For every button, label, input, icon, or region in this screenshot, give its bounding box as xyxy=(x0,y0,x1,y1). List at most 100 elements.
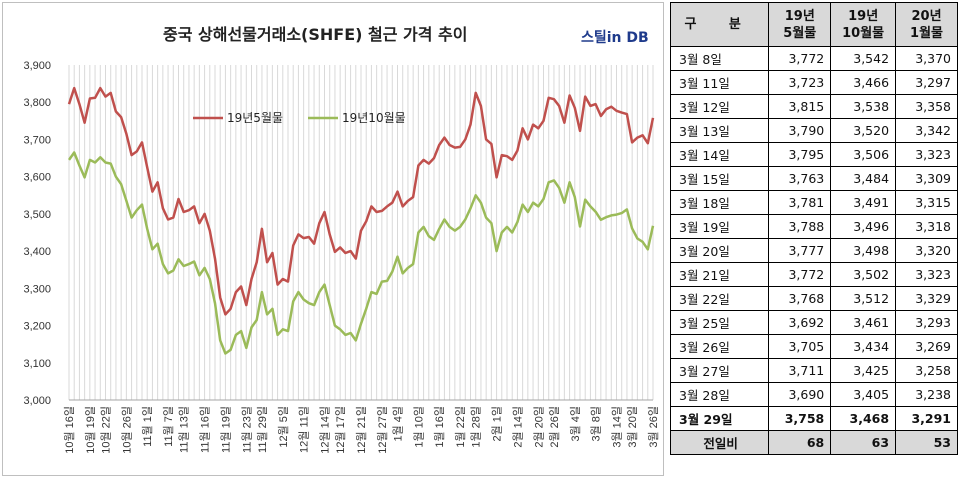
chart-title: 중국 상해선물거래소(SHFE) 철근 가격 추이 xyxy=(163,25,468,44)
brand-logo: 스틸in DB xyxy=(581,30,649,46)
x-tick-label: 11월 16일 xyxy=(198,406,212,453)
header-may19: 19년 5월물 xyxy=(768,2,832,47)
table-row: 3월 26일 3,705 3,434 3,269 xyxy=(669,334,958,359)
row-value: 3,491 xyxy=(830,190,897,215)
y-tick-label: 3,600 xyxy=(23,172,51,184)
row-value: 3,320 xyxy=(895,238,958,263)
row-date: 3월 26일 xyxy=(669,334,770,359)
row-date: 3월 19일 xyxy=(669,214,770,239)
change-value: 53 xyxy=(895,430,958,455)
x-tick-label: 1월 28일 xyxy=(469,406,483,448)
y-tick-label: 3,900 xyxy=(23,60,51,72)
row-value: 3,502 xyxy=(830,262,897,287)
row-value: 3,692 xyxy=(768,310,832,335)
row-value: 3,484 xyxy=(830,166,897,191)
change-row: 전일비 68 63 53 xyxy=(669,430,958,455)
row-value: 3,788 xyxy=(768,214,832,239)
row-value: 3,705 xyxy=(768,334,832,359)
legend-label: 19년10월물 xyxy=(342,111,406,125)
row-date: 3월 13일 xyxy=(669,118,770,143)
row-date: 3월 12일 xyxy=(669,94,770,119)
x-tick-label: 12월 27일 xyxy=(375,406,389,454)
table-row: 3월 14일 3,795 3,506 3,323 xyxy=(669,142,958,167)
row-value: 3,496 xyxy=(830,214,897,239)
change-value: 68 xyxy=(768,430,832,455)
row-date: 3월 8일 xyxy=(669,46,770,71)
chart-panel: 중국 상해선물거래소(SHFE) 철근 가격 추이 스틸in DB 3,000 3… xyxy=(2,2,664,476)
change-label: 전일비 xyxy=(669,430,770,455)
row-date: 3월 25일 xyxy=(669,310,770,335)
row-value: 3,768 xyxy=(768,286,832,311)
row-value: 3,468 xyxy=(830,406,897,431)
row-value: 3,795 xyxy=(768,142,832,167)
x-tick-label: 11월 7일 xyxy=(161,406,175,447)
x-tick-label: 12월 11일 xyxy=(297,406,311,453)
row-value: 3,238 xyxy=(895,382,958,407)
row-value: 3,258 xyxy=(895,358,958,383)
y-tick-label: 3,500 xyxy=(23,209,51,221)
row-value: 3,690 xyxy=(768,382,832,407)
header-oct19: 19년 10월물 xyxy=(830,2,897,47)
x-tick-label: 1월 16일 xyxy=(432,406,446,448)
x-tick-label: 10월 19일 xyxy=(83,406,97,454)
row-date: 3월 11일 xyxy=(669,70,770,95)
table-row: 3월 19일 3,788 3,496 3,318 xyxy=(669,214,958,239)
row-value: 3,538 xyxy=(830,94,897,119)
x-tick-label: 3월 26일 xyxy=(646,406,660,448)
x-tick-label: 2월 14일 xyxy=(510,406,524,448)
row-date: 3월 27일 xyxy=(669,358,770,383)
table-row: 3월 22일 3,768 3,512 3,329 xyxy=(669,286,958,311)
row-value: 3,342 xyxy=(895,118,958,143)
x-tick-label: 1월 22일 xyxy=(453,406,467,448)
row-value: 3,434 xyxy=(830,334,897,359)
row-value: 3,772 xyxy=(768,262,832,287)
y-tick-label: 3,400 xyxy=(23,246,51,258)
table-header-row: 구 분 19년 5월물 19년 10월물 20년 1월물 xyxy=(669,2,958,47)
row-value: 3,763 xyxy=(768,166,832,191)
x-tick-label: 12월 17일 xyxy=(333,406,347,454)
x-tick-label: 2월 20일 xyxy=(531,406,545,448)
row-value: 3,781 xyxy=(768,190,832,215)
row-date: 3월 18일 xyxy=(669,190,770,215)
row-date: 3월 15일 xyxy=(669,166,770,191)
row-value: 3,790 xyxy=(768,118,832,143)
row-value: 3,723 xyxy=(768,70,832,95)
row-value: 3,329 xyxy=(895,286,958,311)
row-value: 3,293 xyxy=(895,310,958,335)
row-value: 3,425 xyxy=(830,358,897,383)
row-value: 3,405 xyxy=(830,382,897,407)
row-date: 3월 14일 xyxy=(669,142,770,167)
series-line xyxy=(67,151,655,355)
y-tick-label: 3,200 xyxy=(23,321,51,333)
table-row: 3월 28일 3,690 3,405 3,238 xyxy=(669,382,958,407)
x-tick-label: 11월 1일 xyxy=(140,406,154,447)
x-tick-label: 3월 20일 xyxy=(625,406,639,448)
row-value: 3,370 xyxy=(895,46,958,71)
row-date: 3월 22일 xyxy=(669,286,770,311)
row-value: 3,506 xyxy=(830,142,897,167)
line-chart: 3,000 3,100 3,200 3,300 3,400 3,500 3,600 3,700… xyxy=(23,60,660,454)
x-tick-label: 10월 22일 xyxy=(99,406,113,454)
row-value: 3,466 xyxy=(830,70,897,95)
row-value: 3,461 xyxy=(830,310,897,335)
x-tick-label: 12월 21일 xyxy=(354,406,368,454)
row-value: 3,309 xyxy=(895,166,958,191)
x-tick-label: 2월 26일 xyxy=(547,406,561,448)
row-value: 3,323 xyxy=(895,142,958,167)
row-value: 3,520 xyxy=(830,118,897,143)
row-value: 3,318 xyxy=(895,214,958,239)
row-value: 3,498 xyxy=(830,238,897,263)
row-value: 3,323 xyxy=(895,262,958,287)
table-row: 3월 27일 3,711 3,425 3,258 xyxy=(669,358,958,383)
series-line xyxy=(67,86,655,316)
row-value: 3,711 xyxy=(768,358,832,383)
change-value: 63 xyxy=(830,430,897,455)
x-tick-label: 11월 13일 xyxy=(177,406,191,453)
table-row: 3월 13일 3,790 3,520 3,342 xyxy=(669,118,958,143)
y-tick-label: 3,000 xyxy=(23,395,51,407)
y-tick-label: 3,700 xyxy=(23,134,51,146)
table-row: 3월 12일 3,815 3,538 3,358 xyxy=(669,94,958,119)
row-value: 3,358 xyxy=(895,94,958,119)
row-value: 3,815 xyxy=(768,94,832,119)
table-row: 3월 18일 3,781 3,491 3,315 xyxy=(669,190,958,215)
